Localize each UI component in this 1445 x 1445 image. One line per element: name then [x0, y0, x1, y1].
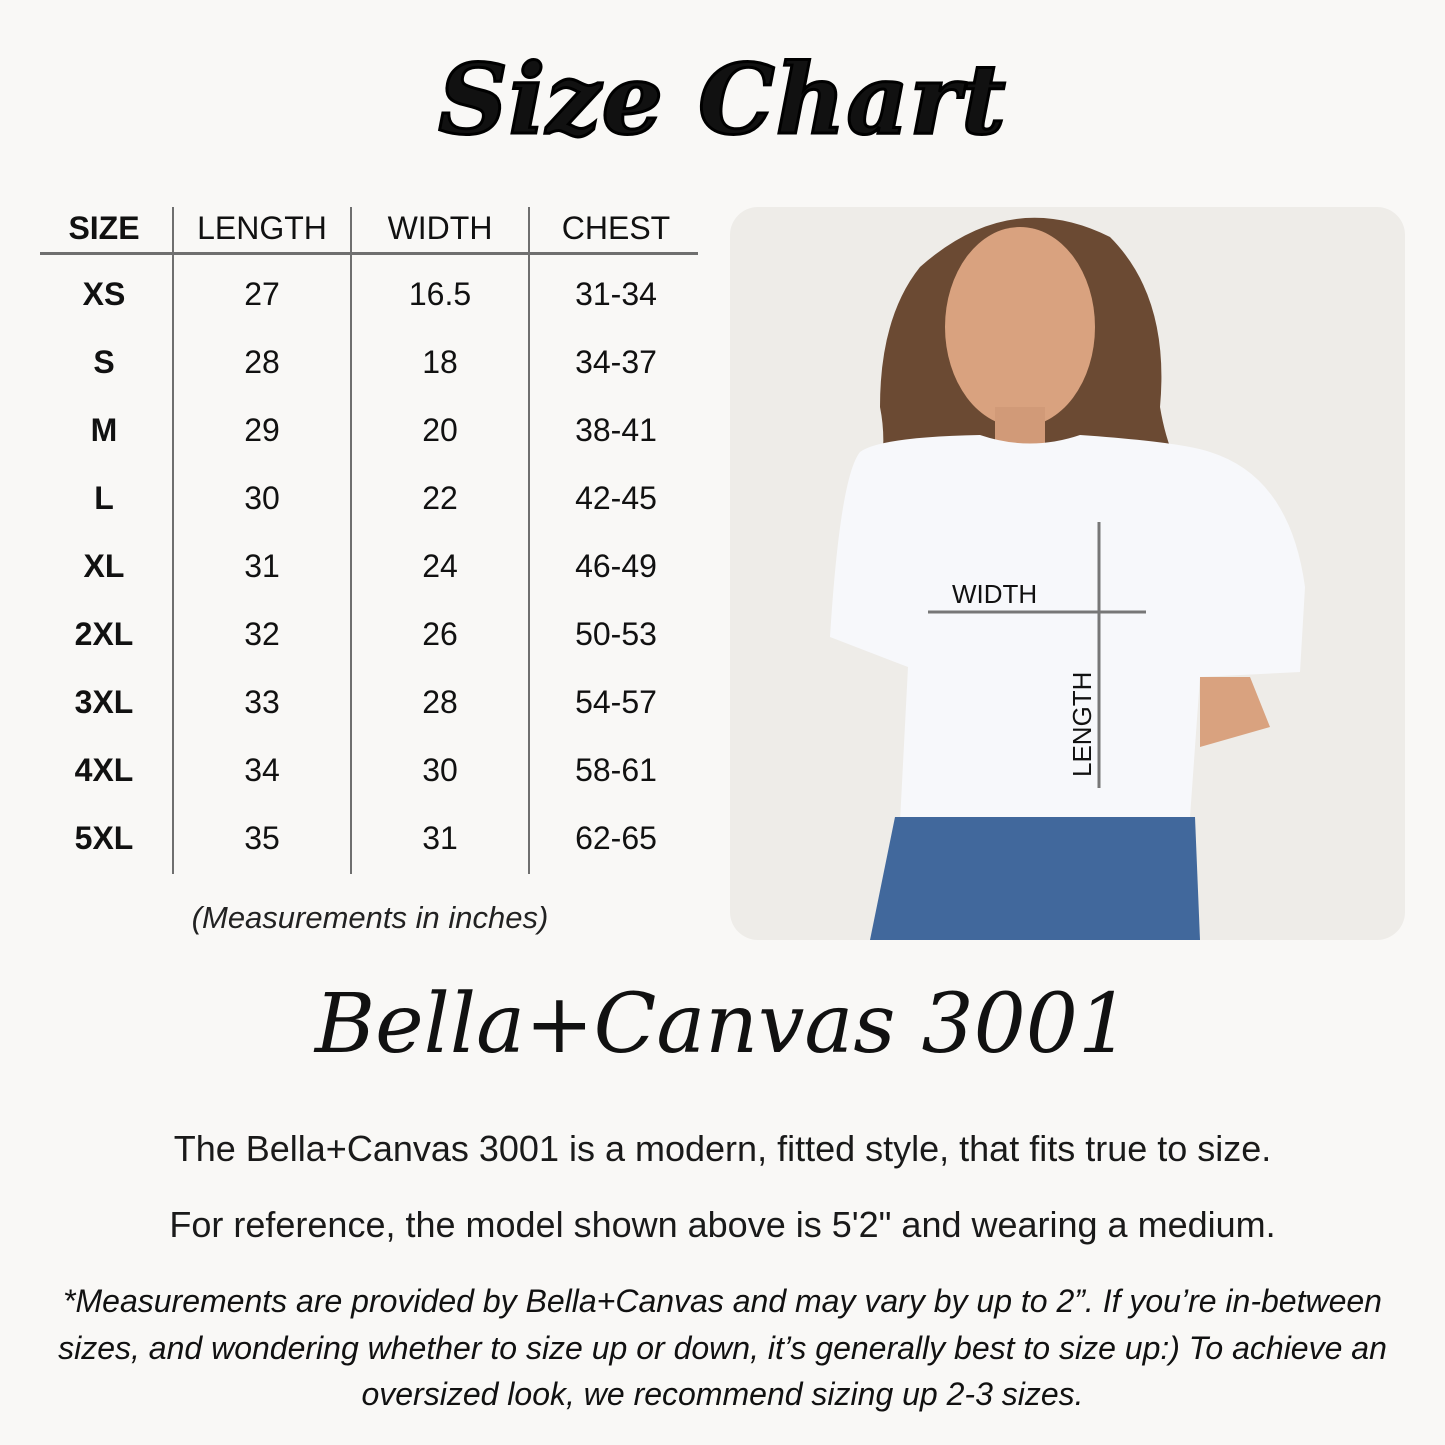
units-note: (Measurements in inches) — [191, 900, 549, 935]
size-label: 4XL — [74, 752, 134, 788]
header-divider — [40, 252, 698, 255]
column-header-size: SIZE — [68, 210, 140, 246]
table-cell: 38-41 — [575, 412, 657, 448]
brand-name: Bella+Canvas 3001 — [314, 977, 1131, 1072]
column-header-width: WIDTH — [387, 210, 493, 246]
table-cell: 50-53 — [575, 616, 657, 652]
column-divider — [528, 207, 530, 874]
column-header-chest: CHEST — [561, 210, 671, 246]
size-label: S — [93, 344, 115, 380]
table-cell: 32 — [244, 616, 280, 652]
table-cell: 62-65 — [575, 820, 657, 856]
page-title: Size Chart — [437, 43, 1007, 156]
model-illustration: WIDTH LENGTH — [830, 217, 1305, 940]
table-cell: 18 — [422, 344, 458, 380]
table-cell: 31-34 — [575, 276, 657, 312]
table-cell: 46-49 — [575, 548, 657, 584]
size-label: 3XL — [74, 684, 134, 720]
column-divider — [172, 207, 174, 874]
table-cell: 35 — [244, 820, 280, 856]
table-cell: 33 — [244, 684, 280, 720]
model-photo: WIDTH LENGTH — [730, 207, 1405, 940]
table-cell: 27 — [244, 276, 280, 312]
size-label: M — [90, 412, 118, 448]
size-label: 2XL — [74, 616, 134, 652]
table-cell: 30 — [244, 480, 280, 516]
table-cell: 16.5 — [408, 276, 472, 312]
size-label: 5XL — [74, 820, 134, 856]
table-cell: 34-37 — [575, 344, 657, 380]
table-cell: 58-61 — [575, 752, 657, 788]
table-cell: 31 — [244, 548, 280, 584]
size-label: L — [94, 480, 114, 516]
table-cell: 29 — [244, 412, 280, 448]
width-label: WIDTH — [952, 579, 1037, 609]
model-reference: For reference, the model shown above is … — [169, 1204, 1276, 1245]
size-label: XL — [83, 548, 125, 584]
table-cell: 22 — [422, 480, 458, 516]
table-cell: 54-57 — [575, 684, 657, 720]
size-label: XS — [82, 276, 126, 312]
footnote: *Measurements are provided by Bella+Canv… — [58, 1283, 1387, 1412]
table-cell: 28 — [422, 684, 458, 720]
table-cell: 42-45 — [575, 480, 657, 516]
table-cell: 30 — [422, 752, 458, 788]
column-divider — [350, 207, 352, 874]
table-cell: 28 — [244, 344, 280, 380]
length-label: LENGTH — [1067, 672, 1097, 777]
table-cell: 20 — [422, 412, 458, 448]
table-cell: 24 — [422, 548, 458, 584]
fit-description: The Bella+Canvas 3001 is a modern, fitte… — [173, 1128, 1272, 1169]
table-cell: 34 — [244, 752, 280, 788]
column-header-length: LENGTH — [197, 210, 327, 246]
table-cell: 31 — [422, 820, 458, 856]
table-cell: 26 — [422, 616, 458, 652]
